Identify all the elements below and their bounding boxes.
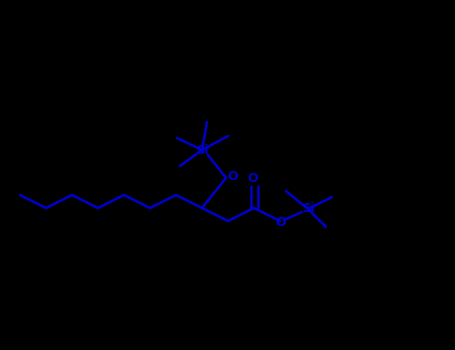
- Text: O: O: [248, 173, 258, 186]
- Text: Si: Si: [196, 144, 208, 156]
- Text: O: O: [228, 170, 238, 183]
- Text: O: O: [276, 216, 286, 229]
- Text: Si: Si: [302, 203, 314, 216]
